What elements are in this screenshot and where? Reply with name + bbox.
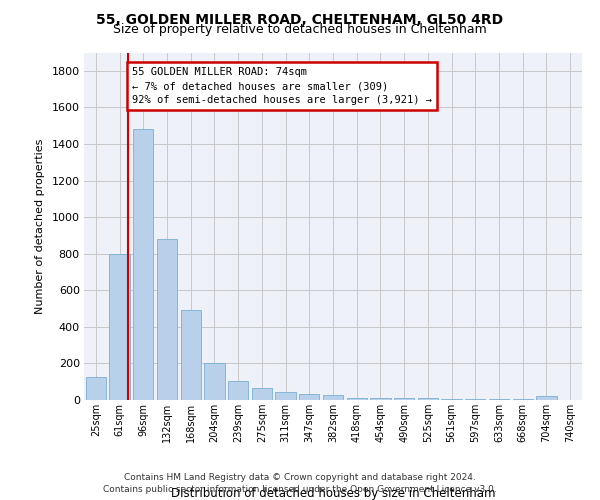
Bar xyxy=(536,396,557,400)
Bar xyxy=(181,310,201,400)
Text: Contains HM Land Registry data © Crown copyright and database right 2024.: Contains HM Land Registry data © Crown c… xyxy=(124,472,476,482)
Text: Size of property relative to detached houses in Cheltenham: Size of property relative to detached ho… xyxy=(113,22,487,36)
Bar xyxy=(86,377,106,400)
Bar xyxy=(370,398,391,400)
Bar xyxy=(394,398,414,400)
Y-axis label: Number of detached properties: Number of detached properties xyxy=(35,138,45,314)
Text: Contains public sector information licensed under the Open Government Licence v3: Contains public sector information licen… xyxy=(103,485,497,494)
Bar xyxy=(465,399,485,400)
Bar xyxy=(442,399,461,400)
Bar xyxy=(275,392,296,400)
Bar xyxy=(157,239,177,400)
Bar xyxy=(512,399,533,400)
Text: 55, GOLDEN MILLER ROAD, CHELTENHAM, GL50 4RD: 55, GOLDEN MILLER ROAD, CHELTENHAM, GL50… xyxy=(97,12,503,26)
Bar xyxy=(418,398,438,400)
Bar xyxy=(489,399,509,400)
Text: 55 GOLDEN MILLER ROAD: 74sqm
← 7% of detached houses are smaller (309)
92% of se: 55 GOLDEN MILLER ROAD: 74sqm ← 7% of det… xyxy=(132,67,432,105)
Bar xyxy=(133,130,154,400)
Bar xyxy=(109,254,130,400)
Bar xyxy=(252,388,272,400)
Bar xyxy=(323,396,343,400)
Bar xyxy=(205,362,224,400)
Bar xyxy=(299,394,319,400)
Bar xyxy=(347,398,367,400)
X-axis label: Distribution of detached houses by size in Cheltenham: Distribution of detached houses by size … xyxy=(171,486,495,500)
Bar xyxy=(228,381,248,400)
